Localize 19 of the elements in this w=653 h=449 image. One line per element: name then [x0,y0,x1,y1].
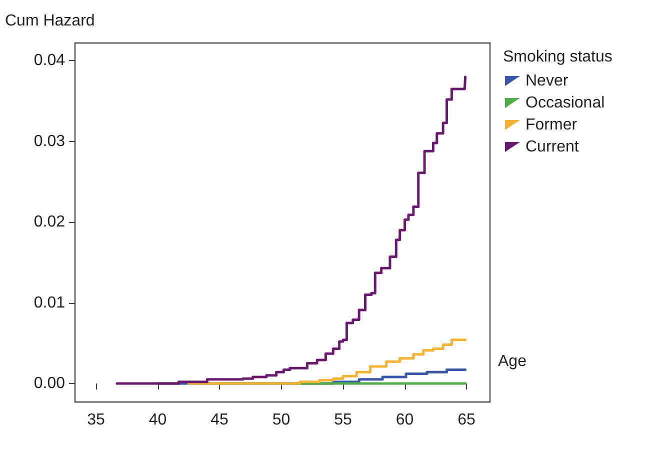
x-tick-label: 60 [396,412,414,428]
y-tick-label: 0.03 [34,132,66,150]
y-tick-label: 0.01 [34,294,66,312]
x-tick-label: 50 [272,412,290,428]
x-tick-label: 35 [87,412,105,428]
legend-title: Smoking status [503,48,612,66]
legend-label: Occasional [526,94,605,112]
x-tick-label: 65 [458,412,476,428]
x-tick-label: 40 [148,412,167,428]
y-axis-title: Cum Hazard [5,12,95,30]
x-tick-label: 45 [210,412,229,428]
y-tick-label: 0.00 [34,374,66,392]
x-tick-label: 55 [334,412,352,428]
legend-label: Former [526,116,578,134]
legend-label: Never [526,72,569,90]
x-axis-title: Age [498,352,527,370]
y-tick-label: 0.02 [34,214,66,231]
legend-label: Current [526,138,580,156]
y-tick-label: 0.04 [34,52,66,70]
